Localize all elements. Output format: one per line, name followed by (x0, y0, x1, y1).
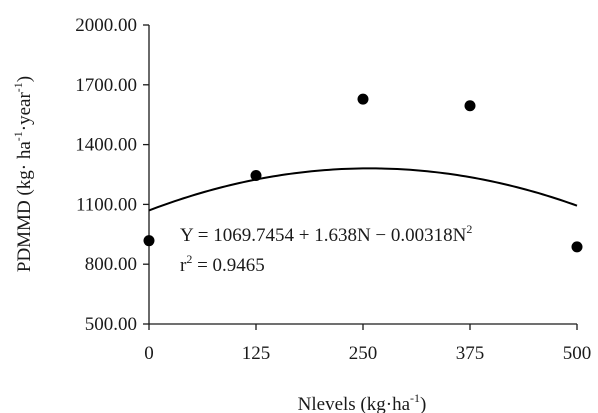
y-axis-title: PDMMD (kg· ha-1·year-1) (11, 76, 35, 272)
data-point (250, 169, 262, 181)
regression-equation: Y = 1069.7454 + 1.638N − 0.00318N2 (180, 222, 472, 246)
regression-equation-main: Y = 1069.7454 + 1.638N − 0.00318N (180, 225, 467, 246)
y-tick-label: 1100.00 (76, 194, 137, 215)
y-axis-title-sup: -1 (11, 82, 25, 92)
x-tick-label: 125 (242, 343, 271, 364)
data-point (571, 241, 583, 253)
data-point (357, 93, 369, 105)
y-axis-title-text: PDMMD (kg· ha (14, 141, 35, 272)
r-squared-sup: 2 (186, 252, 192, 266)
x-tick-label: 500 (563, 343, 592, 364)
x-axis-title-tail: ) (420, 394, 426, 413)
ticks-layer: 500.00 800.00 1100.00 1400.00 1700.00 2000.00… (75, 15, 591, 364)
regression-curve (148, 167, 578, 212)
y-tick-label: 500.00 (85, 314, 137, 335)
x-axis-title: Nlevels (kg·ha-1) (298, 391, 427, 413)
x-tick-label: 0 (144, 343, 154, 364)
x-axis-title-sup: -1 (410, 391, 420, 405)
x-axis-title-main: Nlevels (kg·ha (298, 394, 411, 413)
y-tick-label: 800.00 (85, 254, 137, 275)
y-axis-title-text: ·year (14, 92, 35, 132)
data-point (464, 100, 476, 112)
fit-curve-layer (148, 167, 578, 212)
r-squared-value: = 0.9465 (192, 255, 264, 276)
r-squared-prefix: r (180, 255, 187, 276)
data-point (143, 235, 155, 247)
r-squared-label: r2 = 0.9465 (180, 252, 265, 276)
y-axis-title-sup: -1 (11, 131, 25, 141)
x-tick-label: 375 (456, 343, 485, 364)
regression-equation-sup: 2 (466, 222, 472, 236)
points-layer (143, 93, 583, 253)
axes-layer (148, 25, 577, 325)
y-tick-label: 1400.00 (75, 135, 137, 156)
y-axis-title-text: ) (14, 76, 35, 82)
y-tick-label: 1700.00 (75, 75, 137, 96)
x-tick-label: 250 (349, 343, 378, 364)
y-tick-label: 2000.00 (75, 15, 137, 36)
